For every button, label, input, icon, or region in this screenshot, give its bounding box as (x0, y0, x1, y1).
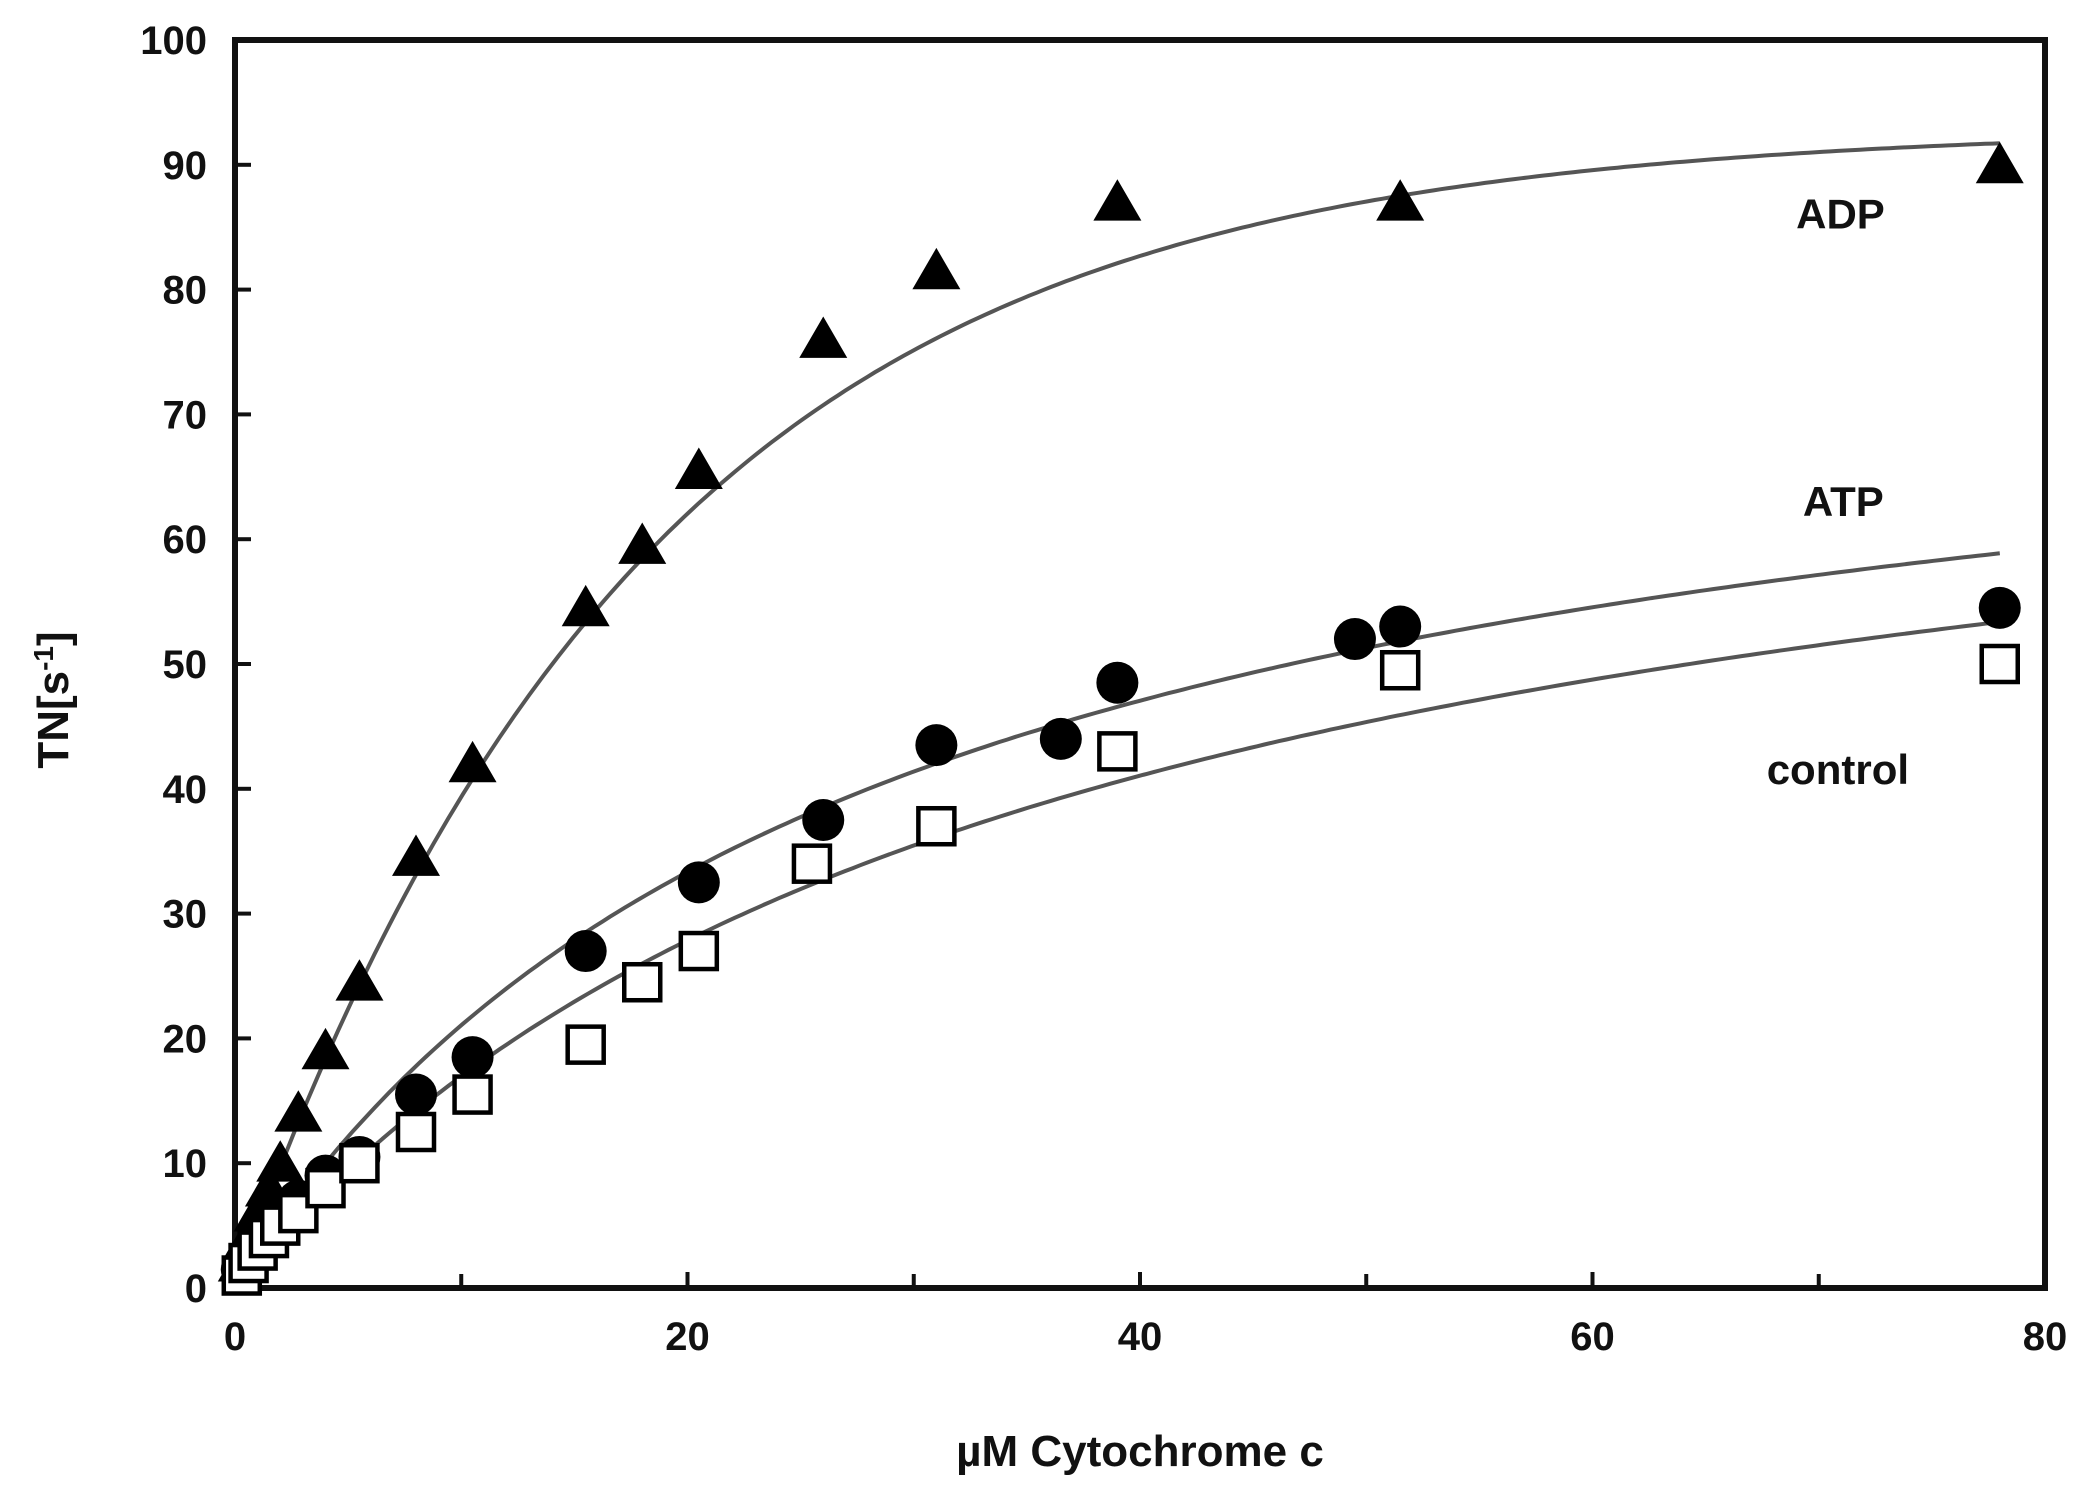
data-point-adp (618, 522, 667, 564)
y-tick-label: 90 (163, 144, 208, 188)
data-point-control (791, 843, 833, 884)
data-point-adp (1093, 179, 1142, 221)
fit-curve-control (233, 620, 2001, 1290)
data-point-adp (274, 1090, 323, 1132)
data-point-atp (802, 799, 845, 841)
y-tick-label: 40 (163, 768, 208, 812)
data-point-atp (677, 861, 720, 904)
data-point-adp (1376, 179, 1425, 221)
y-axis-ticks: 0 10 20 30 40 50 60 70 80 90 100 (140, 19, 251, 1311)
data-point-atp (915, 724, 958, 767)
data-point-control (622, 961, 663, 1003)
data-point-control (1379, 649, 1421, 691)
y-tick-label: 100 (140, 19, 207, 63)
data-point-adp (335, 959, 384, 1001)
x-tick-label: 80 (2023, 1315, 2068, 1359)
y-axis-title-base: TN[s (29, 671, 78, 769)
y-tick-label: 30 (163, 893, 208, 937)
data-point-control (452, 1074, 493, 1115)
x-axis-title: µM Cytochrome c (956, 1427, 1324, 1476)
x-tick-label: 20 (665, 1315, 710, 1359)
fit-curves (233, 141, 2001, 1290)
data-point-control (1097, 731, 1138, 772)
data-point-atp (1039, 717, 1082, 760)
data-point-adp (256, 1140, 305, 1182)
x-tick-label: 60 (1570, 1315, 1615, 1359)
x-tick-label: 40 (1118, 1315, 1163, 1359)
data-point-adp (912, 247, 961, 290)
y-tick-label: 70 (163, 393, 208, 437)
fit-curve-atp (233, 551, 2001, 1290)
data-point-adp (674, 447, 723, 489)
data-point-adp (561, 584, 610, 627)
y-tick-label: 10 (163, 1142, 208, 1186)
y-tick-label: 60 (163, 518, 208, 562)
data-point-atp (395, 1073, 437, 1116)
fit-curve-adp (233, 141, 2000, 1289)
y-tick-label: 50 (163, 643, 208, 687)
data-point-control (305, 1167, 346, 1209)
y-axis-title-superscript: -1 (28, 646, 59, 671)
y-tick-label: 80 (163, 269, 208, 313)
y-axis-title-close: ] (29, 631, 78, 646)
data-point-atp (451, 1036, 494, 1079)
data-point-atp (1333, 618, 1376, 661)
data-point-control (1979, 643, 2020, 685)
data-point-control (565, 1024, 606, 1065)
data-point-adp (1975, 141, 2024, 184)
plot-frame (232, 37, 2048, 1291)
x-axis-ticks: 0 20 40 60 80 (224, 1272, 2067, 1359)
data-point-adp (448, 740, 497, 783)
y-axis-title: TN[s-1] (28, 631, 79, 768)
data-point-atp (1379, 605, 1422, 648)
data-point-control (339, 1142, 380, 1184)
data-point-control (678, 930, 720, 972)
annotation-atp: ATP (1803, 478, 1884, 525)
annotation-control: control (1767, 746, 1909, 793)
data-point-control (916, 805, 957, 847)
data-point-atp (1096, 661, 1139, 704)
x-tick-label: 0 (224, 1315, 246, 1359)
data-point-adp (392, 834, 440, 876)
data-point-atp (1978, 586, 2021, 629)
annotation-adp: ADP (1796, 191, 1885, 238)
y-tick-label: 0 (185, 1267, 207, 1311)
data-points (217, 141, 2024, 1296)
y-tick-label: 20 (163, 1017, 208, 1061)
data-point-atp (564, 930, 607, 973)
data-point-adp (301, 1027, 350, 1070)
data-point-control (395, 1111, 437, 1153)
data-point-adp (799, 316, 848, 358)
